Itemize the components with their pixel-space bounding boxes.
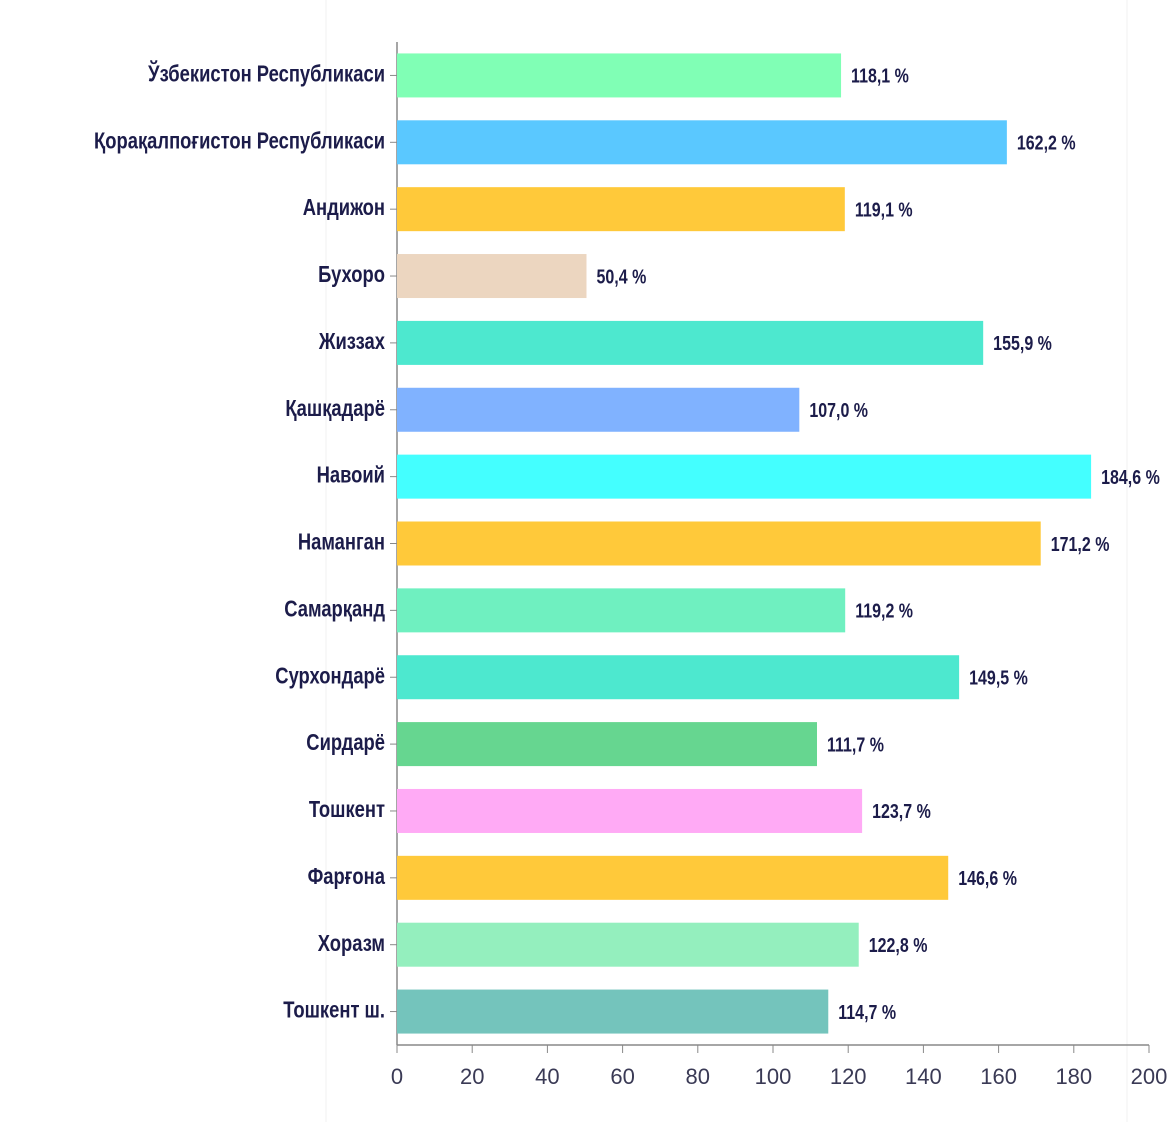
y-tick-label: Ўзбекистон Республикаси xyxy=(147,61,385,88)
bar xyxy=(397,655,960,700)
x-tick-label: 160 xyxy=(980,1064,1017,1089)
y-tick-label: Жиззах xyxy=(318,329,385,354)
value-label: 107,0 % xyxy=(809,399,868,421)
value-label: 119,2 % xyxy=(855,600,913,622)
bar xyxy=(397,521,1041,566)
y-tick-label: Қорақалпоғистон Республикаси xyxy=(94,128,385,153)
bar xyxy=(397,722,817,767)
bar xyxy=(397,788,863,833)
value-label: 171,2 % xyxy=(1051,533,1110,555)
bar xyxy=(397,387,800,432)
y-tick-label: Самарқанд xyxy=(284,597,385,622)
value-label: 162,2 % xyxy=(1017,132,1076,154)
x-tick-label: 20 xyxy=(460,1064,484,1089)
x-tick-label: 200 xyxy=(1131,1064,1168,1089)
y-tick-label: Сурхондарё xyxy=(275,663,385,688)
x-tick-label: 80 xyxy=(686,1064,710,1089)
bar xyxy=(397,855,949,900)
value-label: 123,7 % xyxy=(872,801,931,823)
y-tick-label: Навоий xyxy=(317,463,385,488)
value-label: 184,6 % xyxy=(1101,466,1160,488)
bar xyxy=(397,254,587,299)
x-tick-label: 60 xyxy=(610,1064,634,1089)
y-tick-label: Тошкент ш. xyxy=(283,998,385,1023)
y-tick-label: Сирдарё xyxy=(306,730,385,755)
y-tick-label: Наманган xyxy=(298,530,385,555)
y-tick-label: Бухоро xyxy=(318,262,385,287)
y-tick-label: Тошкент xyxy=(309,797,385,822)
bar xyxy=(397,989,829,1034)
value-label: 149,5 % xyxy=(969,667,1028,689)
bar xyxy=(397,922,859,967)
y-tick-label: Хоразм xyxy=(318,931,385,956)
value-label: 50,4 % xyxy=(597,266,647,288)
bar xyxy=(397,454,1092,499)
value-label: 146,6 % xyxy=(958,867,1017,889)
value-label: 119,1 % xyxy=(855,199,913,221)
y-tick-label: Фарғона xyxy=(308,864,386,889)
bar xyxy=(397,187,845,232)
value-label: 122,8 % xyxy=(869,934,928,956)
value-label: 118,1 % xyxy=(851,65,909,87)
value-label: 155,9 % xyxy=(993,333,1052,355)
y-tick-label: Қашқадарё xyxy=(285,396,385,421)
y-tick-label: Андижон xyxy=(303,195,385,220)
value-label: 111,7 % xyxy=(827,734,884,756)
x-tick-label: 0 xyxy=(391,1064,403,1089)
x-tick-label: 180 xyxy=(1055,1064,1092,1089)
value-label: 114,7 % xyxy=(838,1001,896,1023)
x-tick-label: 100 xyxy=(755,1064,792,1089)
x-tick-label: 140 xyxy=(905,1064,942,1089)
bar xyxy=(397,588,846,633)
x-tick-label: 40 xyxy=(535,1064,559,1089)
x-tick-label: 120 xyxy=(830,1064,867,1089)
bar xyxy=(397,53,842,98)
bar xyxy=(397,120,1007,165)
bar xyxy=(397,320,984,365)
